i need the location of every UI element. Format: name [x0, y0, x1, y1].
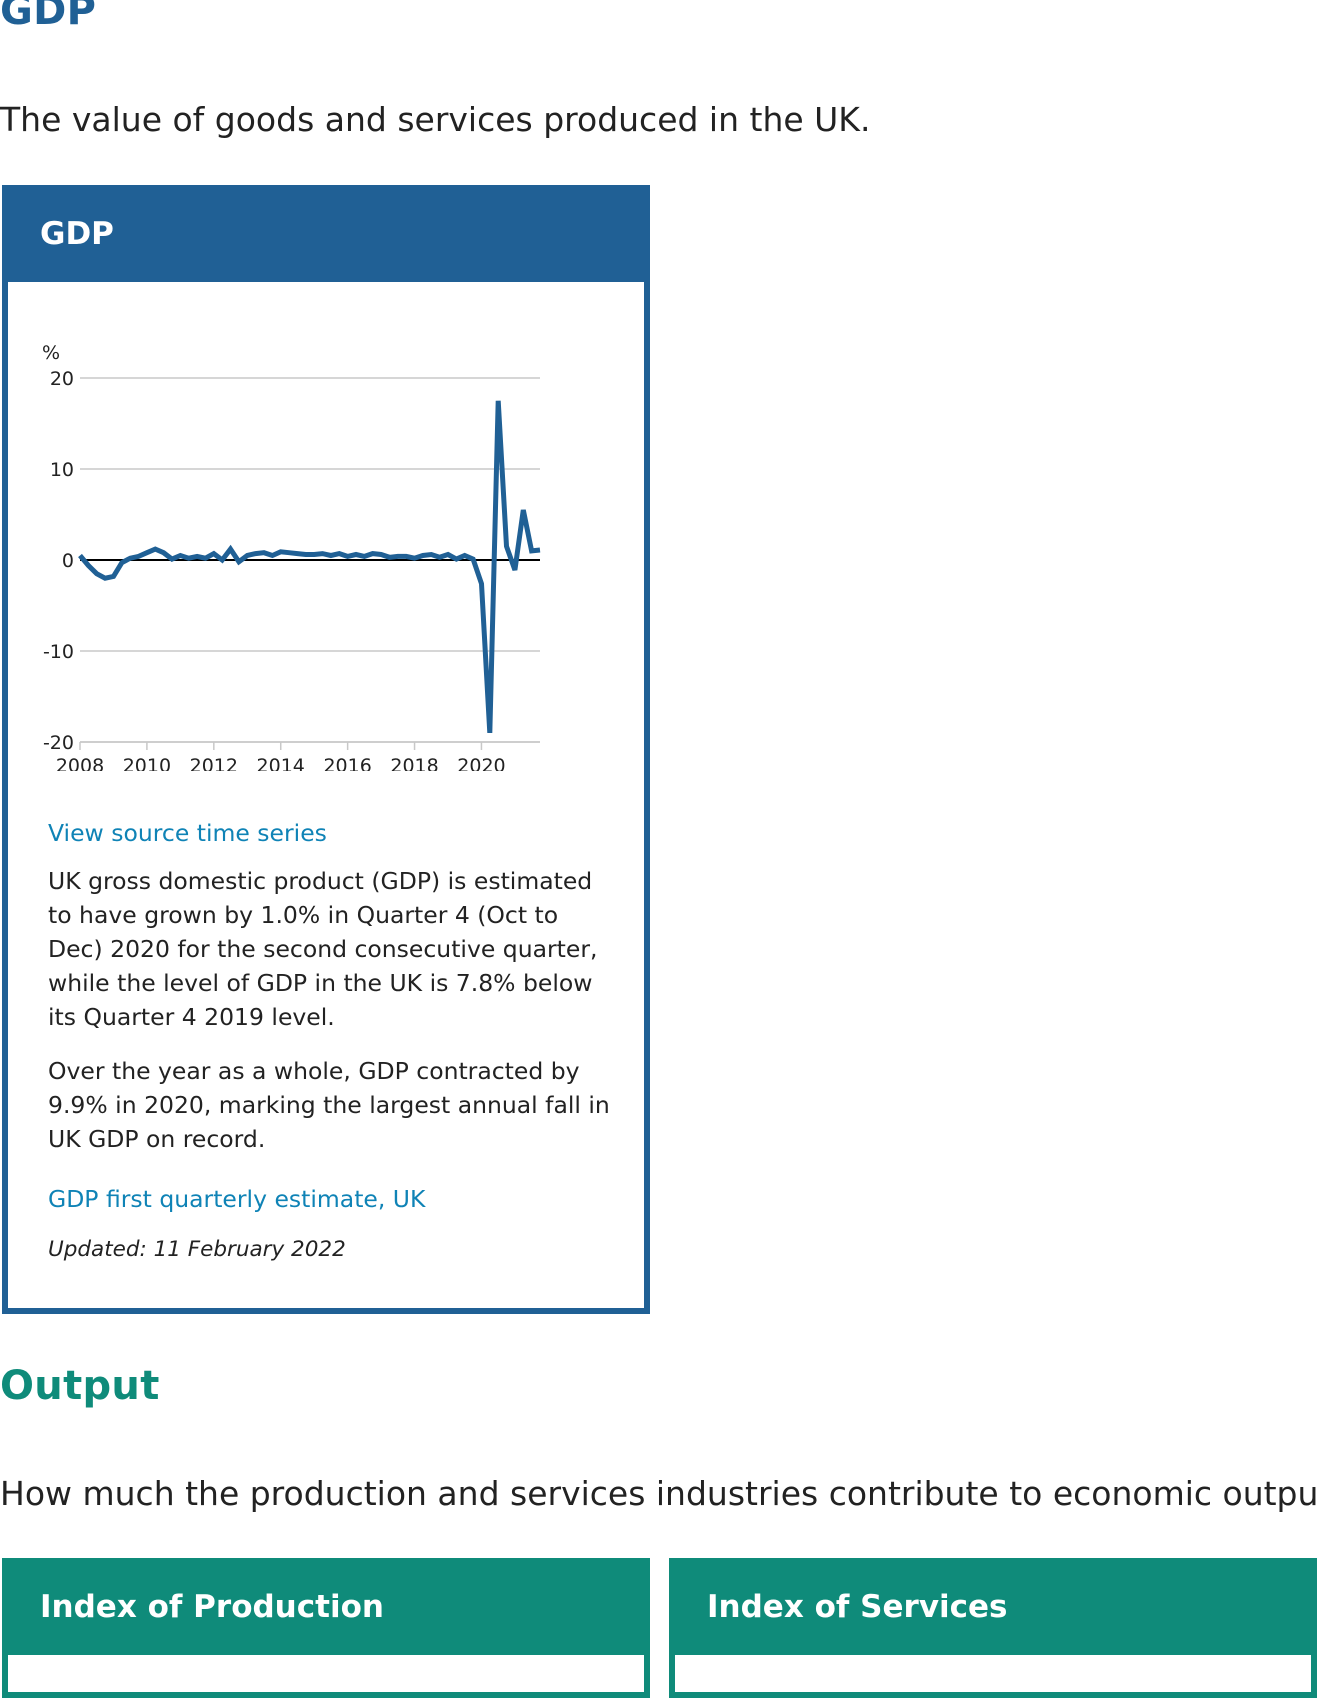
gdp-updated-date: Updated: 11 February 2022: [48, 1237, 346, 1262]
gdp-summary-paragraph-2: Over the year as a whole, GDP contracted…: [48, 1057, 610, 1153]
y-axis-label: %: [42, 342, 60, 364]
index-of-services-card: Index of Services: [669, 1558, 1317, 1698]
gdp-summary-paragraph-1: UK gross domestic product (GDP) is estim…: [48, 867, 598, 1031]
output-section-title: Output: [0, 1363, 160, 1409]
gdp-chart: % 20 10 0 -10 -20 2008 2010 2012 2014 2016 2018 2020: [8, 321, 608, 777]
y-tick-label: 10: [50, 459, 74, 481]
gdp-card-title: GDP: [40, 215, 114, 252]
y-tick-label: 0: [62, 550, 74, 572]
x-tick-label: 2008: [56, 755, 104, 771]
x-tick-label: 2012: [190, 755, 238, 771]
gdp-release-link[interactable]: GDP first quarterly estimate, UK: [48, 1185, 426, 1213]
view-source-time-series-link[interactable]: View source time series: [48, 819, 327, 847]
gdp-section-title: GDP: [0, 0, 97, 34]
index-of-production-card-header: Index of Production: [2, 1558, 650, 1655]
gdp-series-line: [78, 400, 541, 734]
gdp-card-header: GDP: [2, 185, 650, 282]
index-of-production-card: Index of Production: [2, 1558, 650, 1698]
y-tick-label: -10: [43, 641, 74, 663]
gdp-card: GDP % 20 10 0 -10 -20 2008 2010 2012 2014 2016 2018…: [2, 185, 650, 1314]
y-tick-label: -20: [43, 732, 74, 754]
x-tick-label: 2014: [257, 755, 305, 771]
index-of-services-card-title: Index of Services: [707, 1588, 1008, 1625]
output-section-description: How much the production and services ind…: [0, 1474, 1317, 1513]
x-tick-label: 2010: [123, 755, 171, 771]
index-of-production-card-title: Index of Production: [40, 1588, 384, 1625]
x-tick-label: 2018: [390, 755, 438, 771]
x-tick-label: 2020: [457, 755, 505, 771]
x-tick-label: 2016: [323, 755, 371, 771]
gdp-section-description: The value of goods and services produced…: [0, 100, 871, 139]
y-tick-label: 20: [50, 368, 74, 390]
index-of-services-card-header: Index of Services: [669, 1558, 1317, 1655]
